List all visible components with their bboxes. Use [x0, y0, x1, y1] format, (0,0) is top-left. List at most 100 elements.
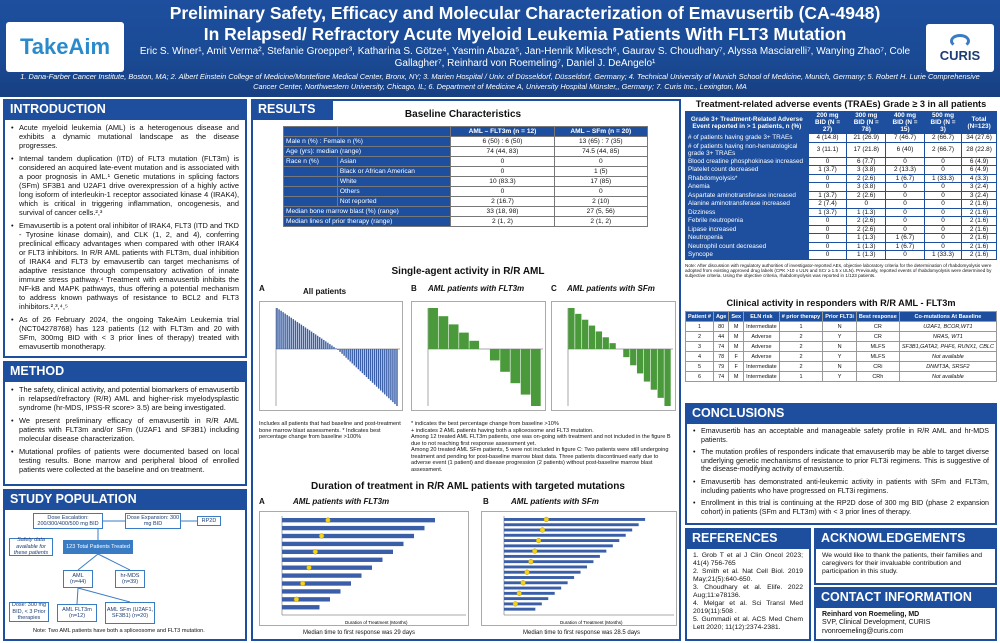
x-axis-label: Duration of Treatment (Months)	[345, 620, 408, 625]
waterfall-bar	[438, 316, 449, 349]
baseline-row: Others 0 0	[283, 186, 649, 197]
swimmer-bar	[504, 576, 575, 579]
waterfall-bar	[304, 327, 307, 349]
study-population-section: STUDY POPULATION Dose Escalation: 200/30…	[3, 489, 247, 641]
waterfall-bar	[278, 309, 280, 349]
baseline-row: Race n (%) Asian 0 0	[283, 156, 649, 167]
clinical-cell: MLFS	[855, 351, 900, 362]
traes-cell: 0	[807, 233, 848, 243]
traes-row: Rhabdomyolysis* 0 2 (2.6) 1 (6.7) 1 (33.3) 4 …	[685, 173, 997, 183]
traes-cell: 2 (66.7)	[923, 141, 963, 158]
baseline-title: Baseline Characteristics	[404, 109, 522, 120]
panel-c-title: AML patients with SFm	[567, 284, 655, 293]
baseline-cell: 74 (44, 83)	[450, 146, 555, 157]
swimmer-bar	[282, 557, 383, 562]
baseline-col-header	[336, 126, 452, 137]
contact-email[interactable]: rvonroemeling@curis.com	[822, 627, 904, 635]
poster-header: TakeAim Preliminary Safety, Efficacy and…	[0, 0, 1000, 97]
clinical-cell: N	[822, 361, 857, 372]
clinical-cell: Y	[822, 331, 857, 342]
waterfall-bar	[359, 349, 362, 372]
swimmer-bar	[282, 541, 404, 547]
traes-cell: 0	[807, 224, 848, 234]
traes-cell: 0	[807, 241, 848, 251]
clinical-cell: 1	[685, 321, 714, 332]
traes-row: Alanine aminotransferase increased 2 (7.4…	[685, 199, 997, 209]
traes-cell: 0	[807, 216, 848, 226]
bullet-item: Enrollment in this trial is continuing a…	[693, 499, 989, 516]
clinical-cell: 80	[712, 321, 730, 332]
traes-cell: Dizziness	[685, 207, 809, 217]
introduction-heading: INTRODUCTION	[5, 101, 245, 120]
response-star-icon	[528, 559, 534, 565]
waterfall-bar	[298, 323, 301, 349]
response-star-icon	[524, 569, 530, 575]
clinical-row: 6 74 M Intermediate 1 Y CRh Not available	[685, 371, 998, 382]
baseline-row: Male n (%) : Female n (%) 6 (50) : 6 (50)…	[282, 136, 649, 147]
waterfall-bar	[428, 308, 438, 349]
traes-cell: 0	[885, 250, 925, 260]
waterfall-bar	[319, 337, 321, 349]
baseline-cell: 2 (10)	[553, 196, 649, 207]
traes-cell: 1 (1.3)	[846, 233, 887, 243]
waterfall-bar	[623, 349, 630, 358]
traes-cell: 0	[885, 190, 925, 200]
traes-row: Lipase increased 0 2 (2.6) 0 0 2 (1.6)	[685, 224, 997, 234]
x-axis-label: Duration of Treatment (Months)	[560, 620, 623, 625]
swimmer-bar	[282, 589, 341, 594]
takeaim-logo-text: TakeAim	[19, 34, 111, 59]
note-line: Among 12 treated AML FLT3m patients, one…	[411, 434, 671, 447]
clinical-cell: 2	[778, 341, 824, 352]
swimmer-bar	[504, 528, 633, 532]
traes-cell: 1 (6.7)	[885, 241, 925, 251]
conclusions-text: Emavusertib has an acceptable and manage…	[687, 424, 995, 516]
clinical-cell: 3	[685, 341, 714, 352]
clinical-cell: Y	[822, 371, 857, 382]
traes-cell: 2 (2.6)	[846, 190, 887, 200]
traes-row: Aspartate aminotransferase increased 1 (3…	[685, 190, 997, 200]
acknowledgements-text: We would like to thank the patients, the…	[822, 552, 983, 575]
traes-cell: 1 (33.3)	[923, 173, 963, 183]
waterfall-bar	[582, 319, 589, 349]
waterfall-bar	[375, 349, 378, 387]
traes-section: Treatment-related adverse events (TRAEs)…	[685, 99, 997, 296]
traes-cell: 0	[807, 173, 848, 183]
clinical-cell: CR	[855, 321, 900, 332]
traes-cell: 3 (2.4)	[961, 190, 997, 200]
traes-cell: 7 (46.7)	[885, 133, 925, 143]
traes-cell: Blood creatine phosphokinase increased	[685, 156, 809, 166]
safety-note-box: Safety data available for these patients	[9, 537, 53, 556]
method-section: METHOD The safety, clinical activity, an…	[3, 361, 247, 486]
swimmer-bar	[282, 605, 320, 610]
traes-cell: Neutrophil count decreased	[685, 241, 809, 251]
clinical-cell: Adverse	[743, 341, 780, 352]
waterfall-bar	[380, 349, 382, 391]
bullet-item: Emavusertib is a potent oral inhibitor o…	[11, 221, 239, 311]
swimmer-bar	[282, 518, 435, 523]
baseline-cell: 0	[450, 166, 555, 177]
swimmer-bar	[282, 581, 351, 586]
traes-cell: 34 (27.6)	[961, 133, 997, 143]
traes-cell: Alanine aminotransferase increased	[685, 199, 809, 209]
traes-cell: 0	[807, 250, 848, 260]
response-star-icon	[300, 580, 306, 587]
swimmer-bar	[282, 549, 393, 555]
baseline-row: Age (yrs): median (range) 74 (44, 83) 74.5…	[282, 146, 649, 157]
waterfall-bar	[609, 343, 616, 349]
traes-cell: 2 (13.3)	[885, 165, 925, 175]
waterfall-bar	[575, 313, 582, 349]
response-star-icon	[306, 565, 312, 571]
baseline-cell	[283, 166, 338, 177]
waterfall-bar	[531, 349, 541, 406]
swimmer-bar	[504, 539, 620, 543]
panel-dur-a-label: A	[259, 497, 265, 506]
bullet-item: The mutation profiles of responders indi…	[693, 448, 989, 474]
dose-300-box: Dose: 300 mg BID, < 3 Prior therapies	[9, 602, 49, 622]
duration-b-title: AML patients with SFm	[511, 497, 599, 506]
aml-sfm-box: AML SFm (U2AF1, SF3B1) (n=20)	[105, 602, 155, 624]
baseline-cell	[283, 196, 338, 207]
traes-cell: Lipase increased	[685, 224, 809, 234]
waterfall-bar	[394, 349, 396, 405]
clinical-col-header: # prior therapy	[778, 311, 824, 322]
clinical-cell: NRAS, WT1	[898, 331, 998, 342]
